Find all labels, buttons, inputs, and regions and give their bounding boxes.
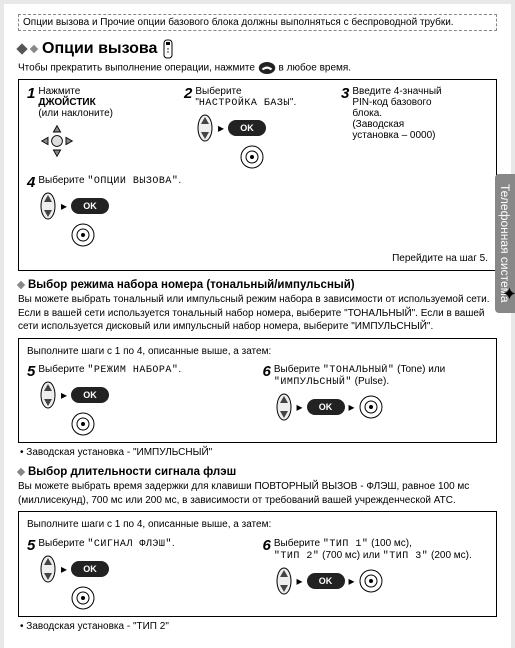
flash-heading: Выбор длительности сигнала флэш [18, 466, 497, 478]
text: Выберите [38, 538, 87, 549]
text: "ТИП 1" [323, 539, 369, 550]
dial-icon [71, 586, 95, 610]
arrow-icon: ▸ [349, 575, 355, 587]
text: (Tone) или [397, 364, 445, 375]
updown-icon [196, 113, 214, 143]
updown-icon [275, 566, 293, 596]
title-text: Опции вызова [42, 40, 157, 58]
updown-icon [39, 554, 57, 584]
arrow-icon: ▸ [61, 200, 67, 212]
intro: Выполните шаги с 1 по 4, описанные выше,… [27, 518, 488, 532]
ok-button-icon: OK [307, 399, 345, 415]
text: "ТОНАЛЬНЫЙ" [323, 365, 395, 376]
top-note: Опции вызова и Прочие опции базового бло… [18, 14, 497, 31]
arrow-icon: ▸ [61, 563, 67, 575]
text: (200 мс). [431, 550, 472, 561]
step-6: 6 Выберите "ТИП 1" (100 мс), "ТИП 2" (70… [263, 538, 489, 596]
arrow-icon: ▸ [61, 389, 67, 401]
text: установка – 0000) [352, 130, 435, 141]
ok-button-icon: OK [307, 573, 345, 589]
crop-mark-icon: ✦ [502, 284, 515, 305]
text: "РЕЖИМ НАБОРА" [87, 365, 178, 376]
steps-box-2: Выполните шаги с 1 по 4, описанные выше,… [18, 338, 497, 444]
text: ДЖОЙСТИК [38, 97, 95, 108]
text: Нажмите [38, 86, 80, 97]
joystick-icon [39, 123, 75, 159]
diamond-icon [16, 43, 27, 54]
updown-icon [275, 392, 293, 422]
goto-step5: Перейдите на шаг 5. [27, 253, 488, 264]
dial-mode-heading: Выбор режима набора номера (тональный/им… [18, 279, 497, 291]
manual-page: Опции вызова и Прочие опции базового бло… [4, 4, 511, 648]
diamond-icon [30, 45, 38, 53]
text: (100 мс), [371, 538, 412, 549]
factory-default: • Заводская установка - "ТИП 2" [20, 621, 497, 632]
text: Чтобы прекратить выполнение операции, на… [18, 63, 258, 74]
text: Введите 4-значный [352, 86, 441, 97]
text: в любое время. [279, 63, 352, 74]
factory-default: • Заводская установка - "ИМПУЛЬСНЫЙ" [20, 447, 497, 458]
text: Выбор длительности сигнала флэш [28, 466, 236, 478]
text: (Pulse). [355, 376, 389, 387]
text: НАСТРОЙКА БАЗЫ [199, 98, 290, 109]
handset-icon [161, 39, 175, 59]
text: (или наклоните) [38, 108, 113, 119]
intro: Выполните шаги с 1 по 4, описанные выше,… [27, 345, 488, 359]
arrow-icon: ▸ [297, 575, 303, 587]
text: Выберите [274, 538, 323, 549]
dial-icon [71, 412, 95, 436]
dial-icon [240, 145, 264, 169]
text: "ТИП 3" [383, 551, 429, 562]
updown-icon [39, 380, 57, 410]
text: Выберите [274, 364, 323, 375]
step-6: 6 Выберите "ТОНАЛЬНЫЙ" (Tone) или "ИМПУЛ… [263, 364, 489, 422]
step-5: 5 Выберите "РЕЖИМ НАБОРА". ▸ OK [27, 364, 253, 436]
text: "ИМПУЛЬСНЫЙ" [274, 377, 352, 388]
dial-icon [359, 395, 383, 419]
text: "СИГНАЛ ФЛЭШ" [87, 539, 172, 550]
text: "ОПЦИИ ВЫЗОВА" [87, 176, 178, 187]
dial-icon [359, 569, 383, 593]
arrow-icon: ▸ [218, 122, 224, 134]
diamond-icon [17, 281, 25, 289]
text: (700 мс) или [322, 550, 383, 561]
flash-para: Вы можете выбрать время задержки для кла… [18, 480, 497, 507]
step-3: 3 Введите 4-значный PIN-код базового бло… [341, 86, 488, 141]
text: (Заводская [352, 119, 404, 130]
ok-button-icon: OK [228, 120, 266, 136]
ok-button-icon: OK [71, 561, 109, 577]
text: Выбор режима набора номера (тональный/им… [28, 279, 355, 291]
text: блока. [352, 108, 382, 119]
hangup-icon [258, 61, 276, 75]
updown-icon [39, 191, 57, 221]
step-1: 1 Нажмите ДЖОЙСТИК (или наклоните) [27, 86, 174, 159]
diamond-icon [17, 468, 25, 476]
text: Выберите [38, 175, 87, 186]
ok-button-icon: OK [71, 198, 109, 214]
call-options-title: Опции вызова [18, 39, 497, 59]
step-4: 4 Выберите "ОПЦИИ ВЫЗОВА". ▸ OK [27, 175, 488, 247]
steps-box-1: 1 Нажмите ДЖОЙСТИК (или наклоните) [18, 79, 497, 271]
text: "ТИП 2" [274, 551, 320, 562]
text: PIN-код базового [352, 97, 431, 108]
dial-mode-para: Вы можете выбрать тональный или импульсн… [18, 293, 497, 334]
arrow-icon: ▸ [297, 401, 303, 413]
text: Выберите [195, 86, 241, 97]
step-5: 5 Выберите "СИГНАЛ ФЛЭШ". ▸ OK [27, 538, 253, 610]
dial-icon [71, 223, 95, 247]
steps-box-3: Выполните шаги с 1 по 4, описанные выше,… [18, 511, 497, 617]
step-2: 2 Выберите "НАСТРОЙКА БАЗЫ". ▸ OK [184, 86, 331, 169]
text: Выберите [38, 364, 87, 375]
ok-button-icon: OK [71, 387, 109, 403]
arrow-icon: ▸ [349, 401, 355, 413]
cancel-note: Чтобы прекратить выполнение операции, на… [18, 61, 497, 75]
